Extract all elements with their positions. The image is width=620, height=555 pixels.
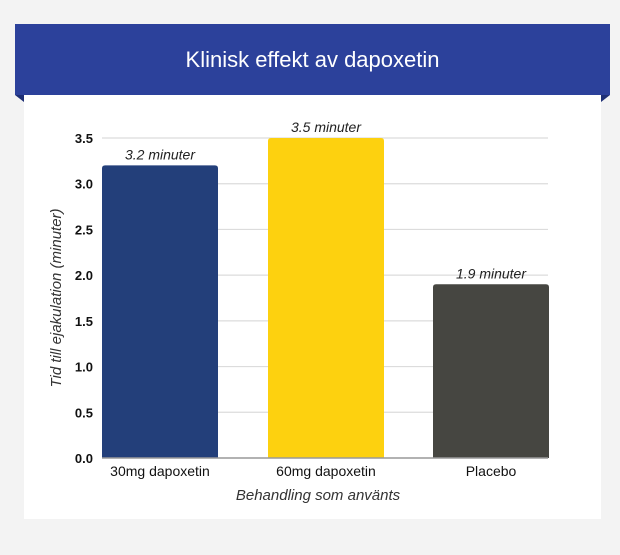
y-tick-label: 2.5 (75, 222, 93, 237)
x-tick-label: 60mg dapoxetin (276, 463, 376, 479)
y-tick-label: 1.0 (75, 360, 93, 375)
bar-data-label: 1.9 minuter (456, 265, 527, 281)
x-tick-label: 30mg dapoxetin (110, 463, 210, 479)
y-tick-label: 3.0 (75, 177, 93, 192)
bar (102, 165, 218, 458)
banner-fold-right (601, 95, 610, 102)
bar (433, 284, 549, 458)
x-tick-label: Placebo (466, 463, 517, 479)
x-axis-label: Behandling som använts (236, 487, 401, 504)
y-tick-label: 0.5 (75, 405, 93, 420)
y-axis-label: Tid till ejakulation (minuter) (48, 208, 65, 387)
chart-title: Klinisk effekt av dapoxetin (185, 46, 440, 72)
y-tick-label: 2.0 (75, 268, 93, 283)
bar-data-label: 3.2 minuter (125, 146, 196, 162)
chart-title-banner: Klinisk effekt av dapoxetin (15, 24, 610, 95)
bar-data-label: 3.5 minuter (291, 119, 362, 135)
banner-fold-left (15, 95, 24, 102)
bar (268, 138, 384, 458)
y-tick-label: 1.5 (75, 314, 93, 329)
y-tick-label: 3.5 (75, 131, 93, 146)
y-tick-label: 0.0 (75, 451, 93, 466)
